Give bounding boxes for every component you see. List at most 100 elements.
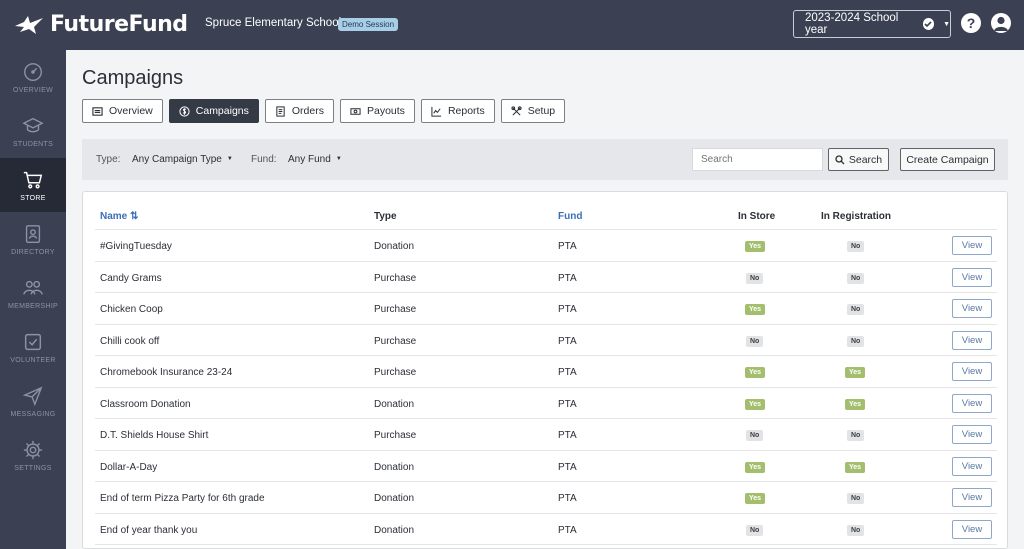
type-filter-dropdown[interactable]: Any Campaign Type ▼ [132, 154, 233, 165]
caret-down-icon: ▼ [335, 156, 342, 163]
sidebar-item-settings[interactable]: SETTINGS [0, 428, 66, 482]
tab-label: Orders [291, 105, 324, 117]
money-icon [350, 107, 361, 115]
sidebar-item-label: SETTINGS [14, 464, 52, 472]
create-campaign-button[interactable]: Create Campaign [900, 148, 995, 171]
top-bar: FutureFund Spruce Elementary School Demo… [0, 0, 1024, 50]
in-store-badge: Yes [745, 241, 766, 252]
bird-logo-icon [15, 15, 43, 34]
campaign-fund: PTA [558, 493, 577, 504]
campaign-name: End of year thank you [100, 524, 198, 536]
campaign-fund: PTA [558, 272, 577, 284]
view-button[interactable]: View [952, 456, 992, 476]
people-icon [23, 280, 43, 295]
view-button[interactable]: View [952, 425, 992, 444]
in-store-badge: Yes [745, 398, 766, 410]
table-row: Dollar-A-Day Donation PTA Yes Yes View [95, 451, 997, 482]
paper-plane-icon [22, 385, 43, 406]
school-year-select[interactable]: 2023-2024 School year ▼ [793, 10, 951, 38]
sidebar-item-label: OVERVIEW [12, 86, 53, 94]
table-row: Chilli cook off Purchase PTA No No View [95, 325, 997, 356]
fund-filter-label: Fund: [251, 154, 277, 165]
tab-overview[interactable]: Overview [82, 99, 163, 123]
view-button[interactable]: View [952, 330, 992, 350]
table-row: End of year thank you Donation PTA No No View [95, 514, 997, 545]
sidebar-item-overview[interactable]: OVERVIEW [0, 50, 66, 104]
search-button[interactable]: Search [828, 148, 889, 171]
fund-filter-value: Any Fund [288, 154, 331, 165]
in-store-badge: Yes [745, 461, 766, 473]
sidebar-item-directory[interactable]: DIRECTORY [0, 212, 66, 266]
type-filter-label: Type: [96, 154, 121, 165]
view-button[interactable]: View [952, 236, 992, 255]
campaign-fund: PTA [558, 241, 577, 252]
campaign-type: Purchase [374, 367, 417, 378]
sidebar-item-students[interactable]: STUDENTS [0, 104, 66, 158]
campaign-type: Purchase [374, 272, 417, 284]
name-header-label: Name [100, 211, 128, 222]
sidebar-item-store[interactable]: STORE [0, 158, 66, 212]
sidebar-item-messaging[interactable]: MESSAGING [0, 374, 66, 428]
table-row: Candy Grams Purchase PTA No No View [95, 262, 997, 293]
tab-label: Campaigns [195, 105, 249, 117]
list-icon [92, 106, 103, 116]
table-row: Chromebook Insurance 23-24 Purchase PTA Yes… [95, 356, 997, 388]
logo[interactable]: FutureFund [14, 12, 188, 37]
table-row: Classroom Donation Donation PTA Yes Yes View [95, 388, 997, 419]
campaign-name: Classroom Donation [100, 398, 191, 410]
in-store-badge: No [746, 335, 764, 347]
view-button[interactable]: View [952, 362, 992, 381]
campaign-fund: PTA [558, 398, 577, 410]
campaign-type: Purchase [374, 304, 417, 315]
gear-icon [23, 440, 43, 459]
campaign-fund: PTA [558, 367, 577, 378]
page-title: Campaigns [82, 67, 184, 89]
campaign-type: Purchase [374, 335, 417, 347]
check-circle-icon [922, 18, 935, 30]
campaign-name: D.T. Shields House Shirt [100, 430, 209, 441]
tab-label: Reports [447, 105, 485, 117]
dollar-circle-icon [179, 105, 190, 117]
caret-down-icon: ▼ [226, 156, 233, 163]
view-button[interactable]: View [952, 299, 992, 318]
demo-session-badge: Demo Session [338, 18, 399, 31]
sidebar-item-label: STORE [20, 194, 46, 202]
tab-payouts[interactable]: Payouts [339, 99, 415, 123]
filter-bar: Type: Any Campaign Type ▼ Fund: Any Fund ▼… [82, 139, 1008, 180]
help-icon[interactable]: ? [961, 13, 981, 33]
tab-campaigns[interactable]: Campaigns [168, 99, 259, 123]
fund-filter-dropdown[interactable]: Any Fund ▼ [288, 154, 342, 165]
in-registration-badge: No [847, 493, 865, 504]
in-store-badge: Yes [745, 493, 766, 504]
view-button[interactable]: View [952, 393, 992, 413]
document-icon [276, 105, 285, 117]
sidebar-item-volunteer[interactable]: VOLUNTEER [0, 320, 66, 374]
search-input[interactable] [692, 148, 823, 171]
in-store-badge: No [746, 272, 764, 284]
sidebar-item-label: MESSAGING [10, 410, 56, 418]
sidebar-item-label: MEMBERSHIP [7, 302, 59, 310]
in-store-badge: Yes [745, 304, 766, 315]
tab-label: Setup [527, 105, 556, 117]
campaign-name: Candy Grams [100, 272, 162, 284]
tab-reports[interactable]: Reports [420, 99, 495, 123]
tab-setup[interactable]: Setup [500, 99, 566, 123]
table-row: Chicken Coop Purchase PTA Yes No View [95, 293, 997, 325]
fund-column-header[interactable]: Fund [558, 211, 583, 222]
table-row: D.T. Shields House Shirt Purchase PTA No No V… [95, 419, 997, 451]
in-registration-badge: No [847, 304, 865, 315]
graduation-cap-icon [22, 117, 44, 132]
campaign-type: Donation [374, 524, 415, 536]
in-store-badge: No [746, 430, 764, 441]
tools-icon [511, 105, 522, 116]
user-avatar-icon[interactable] [991, 13, 1011, 33]
in-registration-badge: No [847, 430, 865, 441]
view-button[interactable]: View [952, 267, 992, 287]
name-column-header[interactable]: Name ⇅ [100, 211, 138, 222]
sidebar-item-label: VOLUNTEER [10, 356, 56, 364]
view-button[interactable]: View [952, 488, 992, 507]
view-button[interactable]: View [952, 519, 992, 539]
tab-orders[interactable]: Orders [264, 99, 334, 123]
sidebar-item-membership[interactable]: MEMBERSHIP [0, 266, 66, 320]
campaign-type: Donation [374, 461, 415, 473]
